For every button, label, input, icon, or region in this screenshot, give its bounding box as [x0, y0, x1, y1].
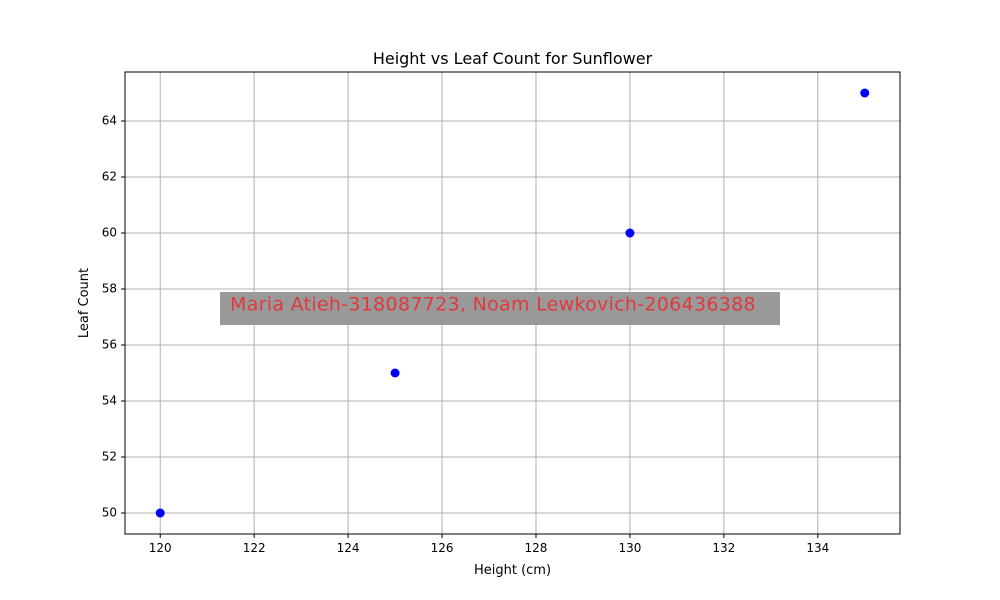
y-tick-label: 52	[102, 450, 117, 464]
y-tick-label: 64	[102, 114, 117, 128]
data-point	[625, 228, 635, 238]
y-axis-label: Leaf Count	[77, 268, 92, 338]
x-tick-label: 128	[525, 541, 548, 555]
data-point	[155, 508, 165, 518]
watermark-text: Maria Atieh-318087723, Noam Lewkovich-20…	[230, 294, 756, 316]
x-tick-label: 124	[337, 541, 360, 555]
plot-frame	[124, 71, 901, 535]
y-tick-label: 56	[102, 338, 117, 352]
x-tick-label: 130	[618, 541, 641, 555]
x-tick-label: 132	[712, 541, 735, 555]
data-point	[860, 88, 870, 98]
y-axis-ticks: 50 52 54 56 58 60 62 64	[102, 114, 125, 520]
x-tick-label: 122	[243, 541, 266, 555]
watermark: Maria Atieh-318087723, Noam Lewkovich-20…	[220, 292, 780, 325]
y-tick-label: 60	[102, 226, 117, 240]
y-tick-label: 58	[102, 282, 117, 296]
y-tick-label: 50	[102, 506, 117, 520]
x-tick-label: 120	[149, 541, 172, 555]
y-tick-label: 54	[102, 394, 117, 408]
x-axis-ticks: 120 122 124 126 128 130 132 134	[149, 534, 829, 555]
data-points	[155, 88, 870, 518]
x-tick-label: 126	[431, 541, 454, 555]
watermark-box	[220, 292, 780, 325]
chart-title: Height vs Leaf Count for Sunflower	[373, 49, 653, 68]
y-tick-label: 62	[102, 170, 117, 184]
x-axis-label: Height (cm)	[474, 563, 551, 578]
x-tick-label: 134	[806, 541, 829, 555]
data-point	[390, 368, 400, 378]
